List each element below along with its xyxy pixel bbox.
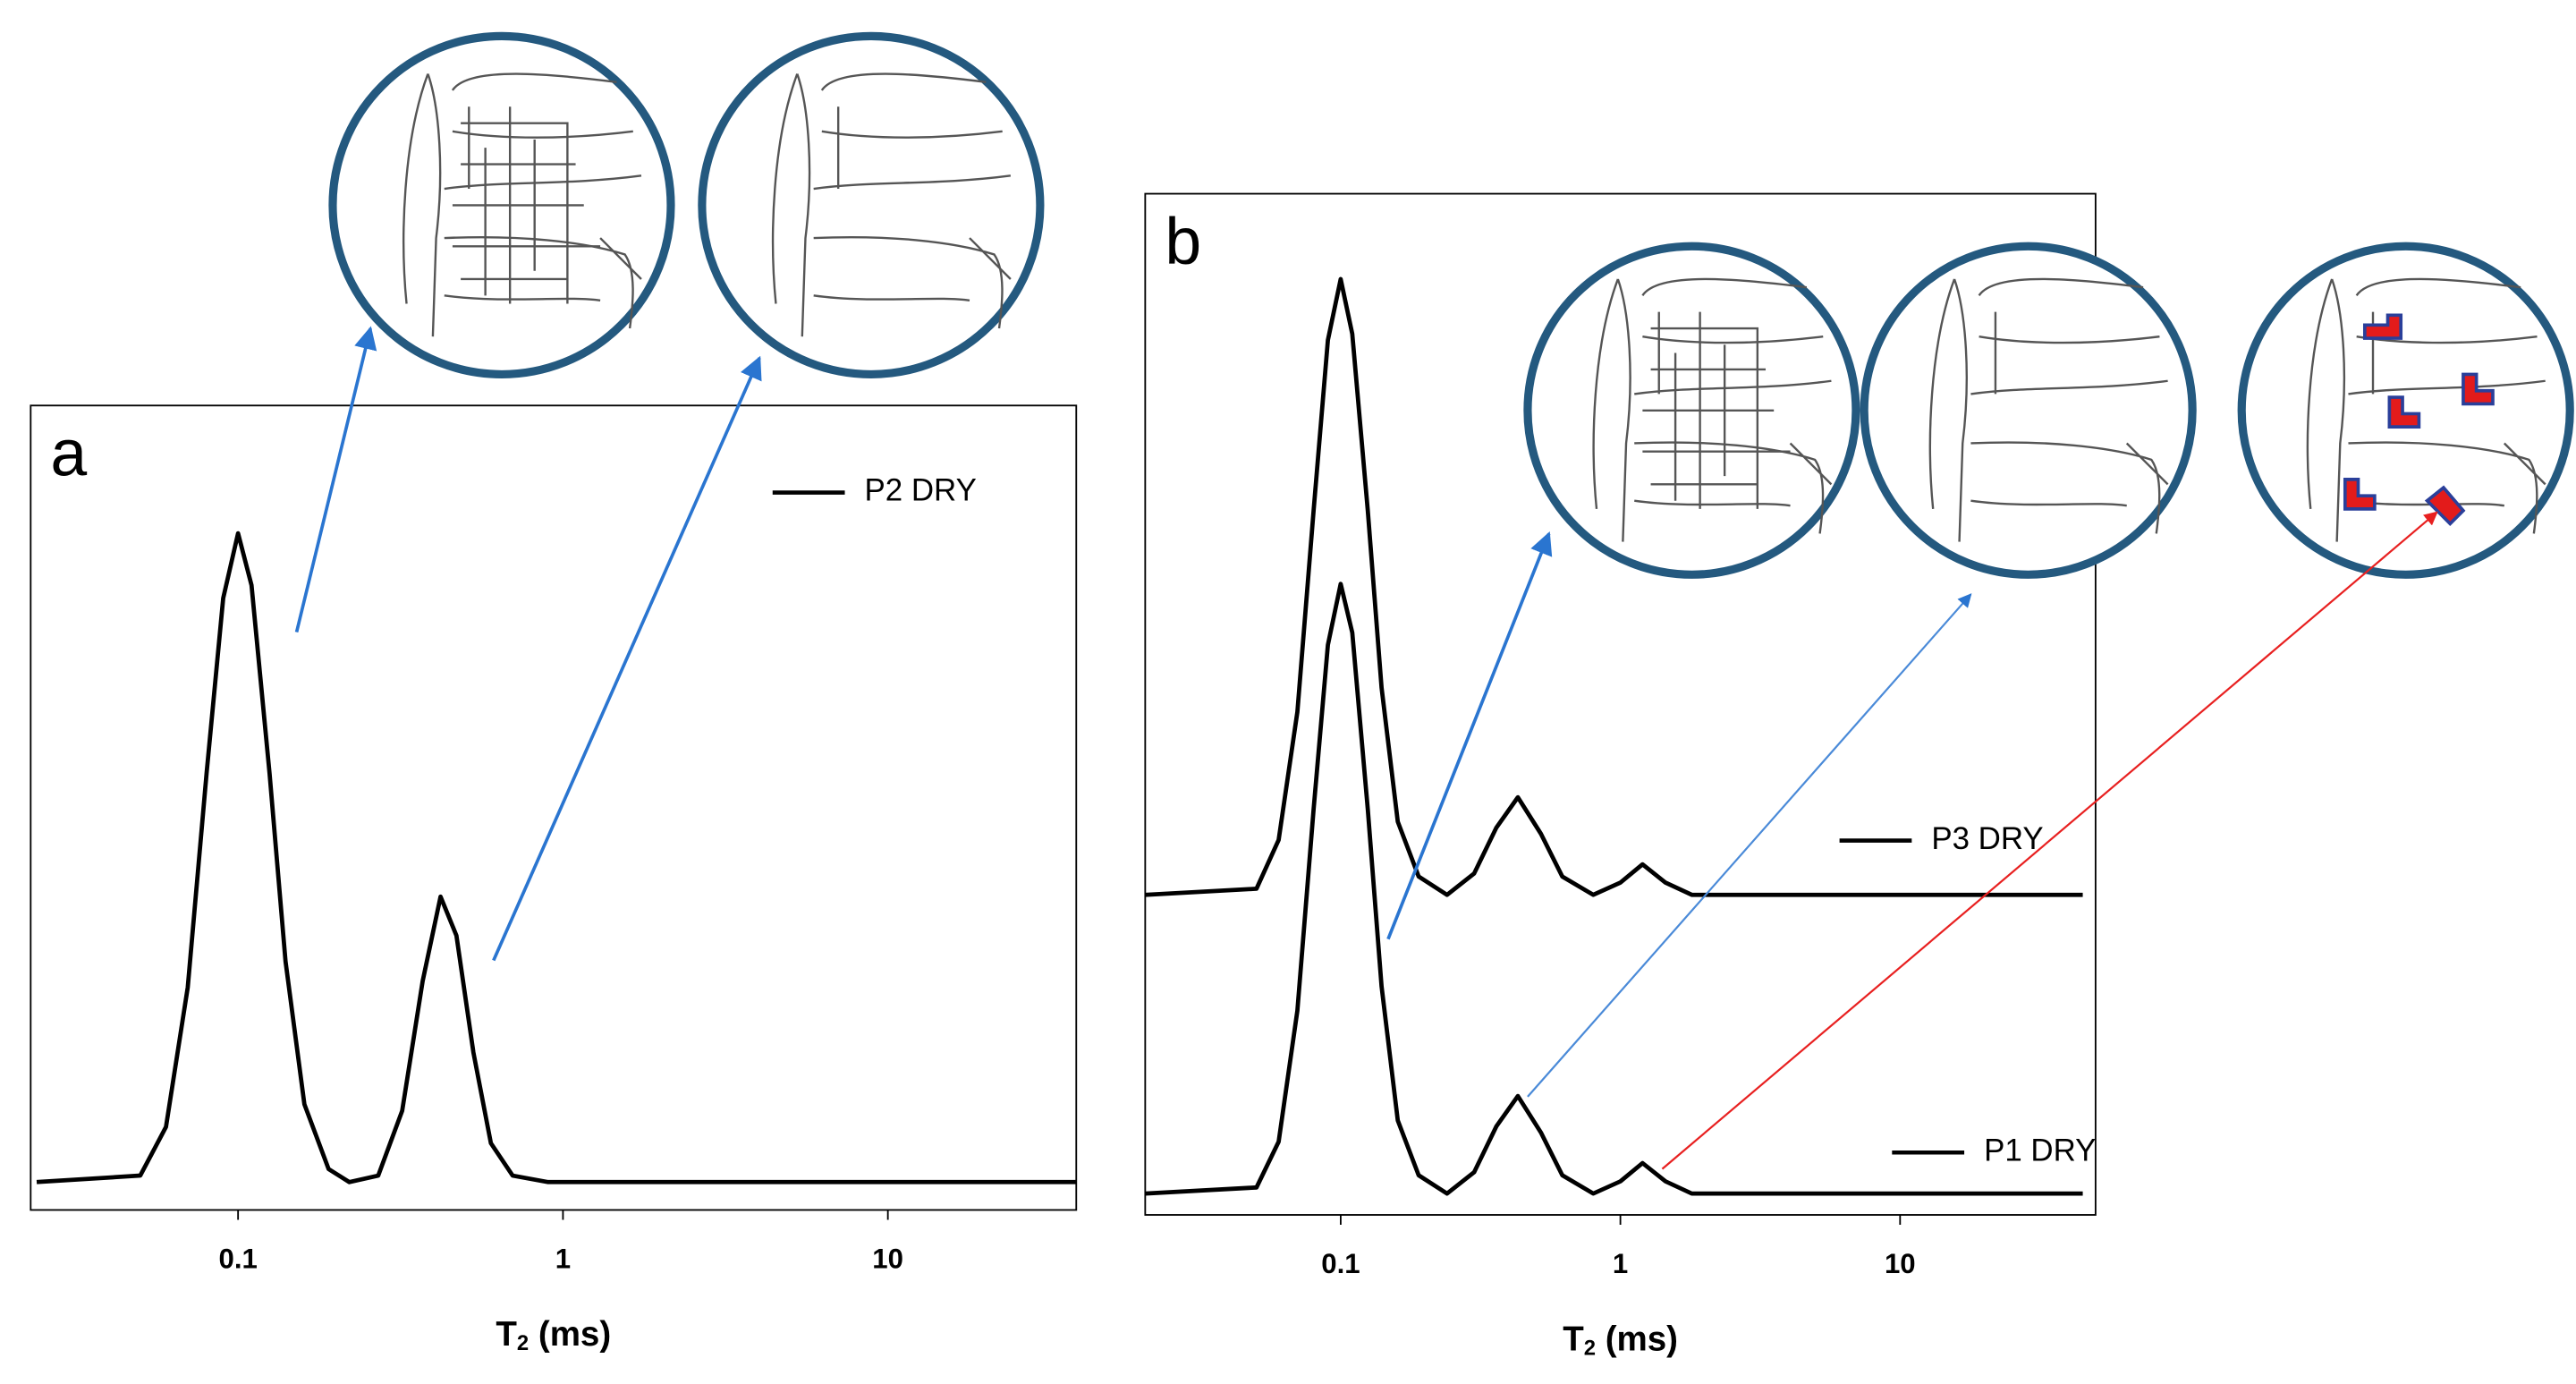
insets: [328, 31, 2574, 579]
series-line: [1145, 582, 2083, 1196]
plot-frame: [30, 404, 1078, 1211]
arrows: [294, 326, 2438, 1170]
x-tick-label: 0.1: [1321, 1248, 1360, 1279]
x-axis-label: T2 (ms): [496, 1315, 611, 1355]
panel-label: b: [1165, 205, 1201, 278]
arrow: [1386, 531, 1553, 940]
arrow: [1527, 593, 1972, 1098]
x-tick-label: 1: [555, 1244, 571, 1275]
arrow: [294, 326, 377, 633]
x-axis-label-sub: 2: [1584, 1337, 1596, 1361]
x-axis-label-rest: (ms): [1596, 1320, 1678, 1358]
arrow: [1661, 511, 2438, 1170]
x-axis-label-main: T: [496, 1315, 517, 1354]
x-tick-label: 0.1: [218, 1244, 257, 1275]
x-axis-label-main: T: [1563, 1320, 1584, 1358]
series-line: [36, 531, 1077, 1184]
red-markers: [2343, 313, 2495, 526]
series-line: [1145, 276, 2083, 897]
x-axis-label-sub: 2: [517, 1331, 529, 1355]
inset-circle: [2237, 242, 2574, 579]
legend-label: P1 DRY: [1984, 1133, 2096, 1167]
panel-label: a: [50, 416, 87, 489]
x-tick-label: 10: [872, 1244, 903, 1275]
x-tick-label: 10: [1885, 1248, 1916, 1279]
inset-circle: [698, 31, 1045, 378]
x-tick-label: 1: [1613, 1248, 1628, 1279]
x-axis-label: T2 (ms): [1563, 1320, 1678, 1360]
x-axis-label-rest: (ms): [529, 1315, 611, 1354]
panel: a 0.1 1 10 T2 (ms) P2 DRY: [30, 404, 1078, 1355]
arrow: [492, 355, 762, 962]
legend-label: P3 DRY: [1931, 821, 2043, 856]
legend-label: P2 DRY: [865, 473, 977, 508]
inset-circle: [1860, 242, 2197, 579]
